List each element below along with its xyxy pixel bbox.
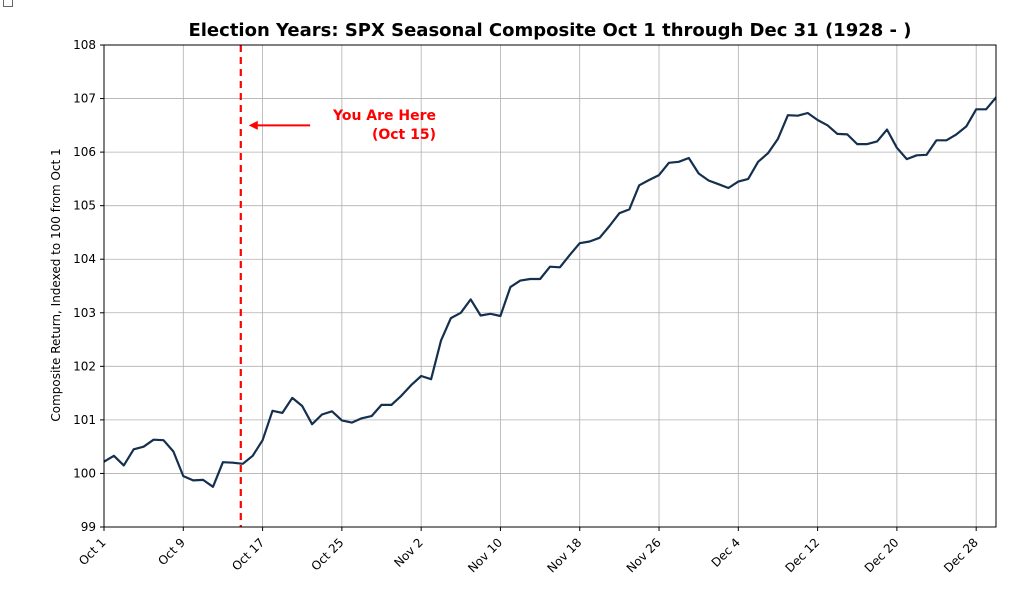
- expand-icon[interactable]: [3, 0, 13, 7]
- annotation-line1: You Are Here: [332, 108, 436, 124]
- series-line: [104, 95, 996, 488]
- x-tick-label: Oct 1: [76, 535, 109, 568]
- y-axis-ticks: 99 100 101 102 103 104 105 106 107 108: [73, 38, 104, 534]
- x-tick-label: Dec 4: [709, 535, 743, 569]
- x-tick-label: Dec 20: [862, 535, 902, 575]
- annotation-arrow-head: [248, 120, 258, 130]
- y-tick-label: 103: [73, 306, 96, 320]
- annotation-line2: (Oct 15): [372, 127, 436, 143]
- y-tick-label: 106: [73, 145, 96, 159]
- x-tick-label: Nov 10: [465, 535, 505, 575]
- y-tick-label: 107: [73, 92, 96, 106]
- grid-lines: [103, 44, 996, 528]
- y-tick-label: 101: [73, 413, 96, 427]
- y-tick-label: 104: [73, 252, 96, 266]
- y-tick-label: 105: [73, 199, 96, 213]
- x-axis-ticks: Oct 1 Oct 9 Oct 17 Oct 25 Nov 2 Nov 10 Nov 18 N…: [76, 527, 981, 575]
- x-tick-label: Nov 2: [391, 535, 426, 570]
- x-tick-label: Oct 17: [229, 535, 267, 573]
- x-tick-label: Dec 28: [941, 535, 981, 575]
- y-tick-label: 102: [73, 359, 96, 373]
- y-tick-label: 108: [73, 38, 96, 52]
- series-layer: [104, 95, 996, 488]
- y-tick-label: 100: [73, 466, 96, 480]
- x-tick-label: Oct 25: [309, 535, 347, 573]
- chart-title: Election Years: SPX Seasonal Composite O…: [188, 20, 911, 41]
- x-tick-label: Nov 18: [544, 535, 584, 575]
- annotation: You Are Here (Oct 15): [248, 108, 436, 143]
- plot-frame: [103, 44, 997, 528]
- x-tick-label: Dec 12: [782, 535, 822, 575]
- x-tick-label: Oct 9: [155, 535, 188, 568]
- x-tick-label: Nov 26: [624, 535, 664, 575]
- y-tick-label: 99: [81, 520, 96, 534]
- y-axis-label: Composite Return, Indexed to 100 from Oc…: [49, 148, 63, 421]
